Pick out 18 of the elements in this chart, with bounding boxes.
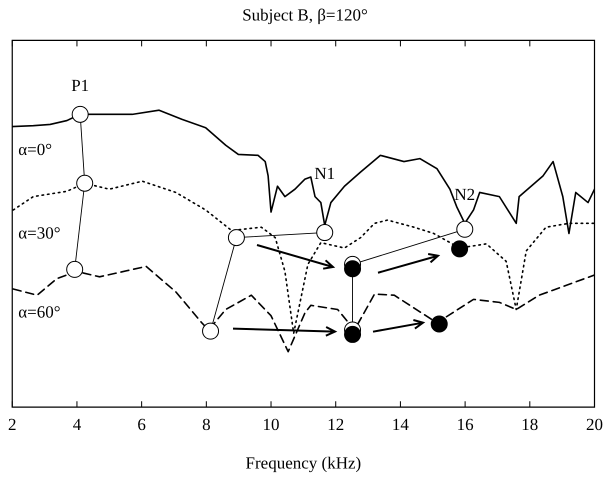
annotation: P1 [71,76,90,95]
x-tick-label: 18 [521,414,538,434]
x-tick-label: 12 [327,414,344,434]
chart-title: Subject B, β=120° [242,6,368,25]
annotation: N2 [454,184,476,204]
x-tick-label: 16 [456,414,474,434]
x-tick-label: 10 [262,414,280,434]
x-tick-label: 8 [202,414,211,434]
x-tick-label: 6 [137,414,146,434]
series-label: α=60° [18,302,61,322]
series-label: α=30° [18,223,61,242]
x-tick-label: 2 [8,414,16,434]
x-axis-title: Frequency (kHz) [246,453,362,472]
series-label: α=0° [18,140,52,159]
x-tick-label: 20 [586,414,603,434]
x-tick-label: 14 [392,414,410,434]
x-tick-label: 4 [72,414,82,434]
annotation: N1 [314,164,336,184]
